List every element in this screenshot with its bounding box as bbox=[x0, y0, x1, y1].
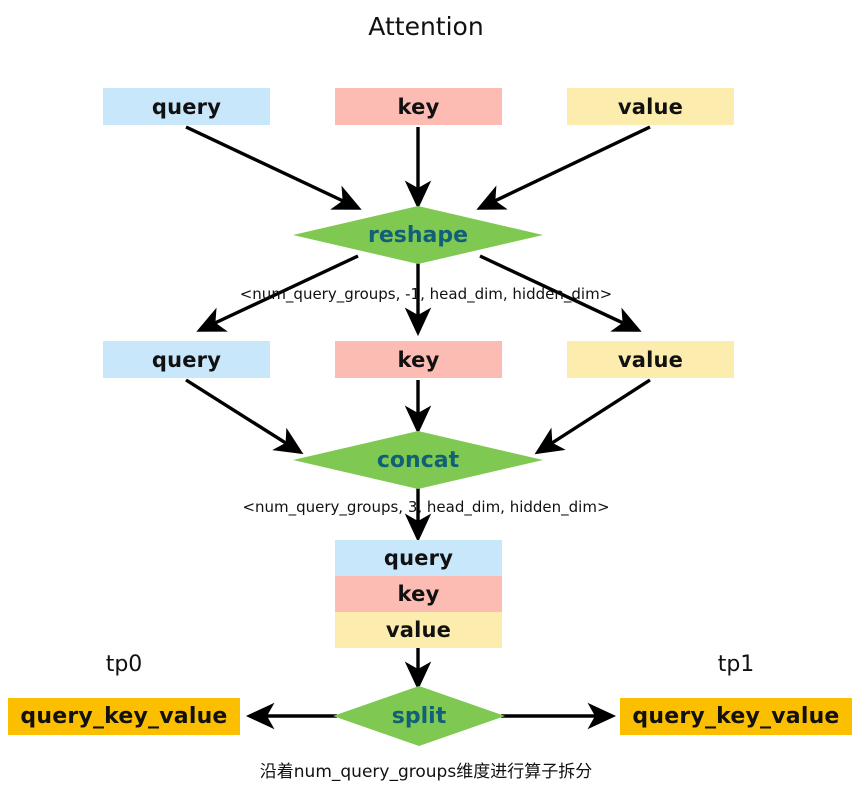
label-tp1: tp1 bbox=[717, 652, 755, 677]
node-op-reshape[interactable]: reshape bbox=[293, 206, 543, 264]
arrow-value2-to-concat bbox=[534, 378, 651, 455]
node-op-split[interactable]: split bbox=[333, 686, 505, 746]
node-value-row1[interactable]: value bbox=[567, 88, 734, 125]
node-key-row1[interactable]: key bbox=[335, 88, 502, 125]
node-key-row2[interactable]: key bbox=[335, 341, 502, 378]
edge-label-reshape-output: <num_query_groups, -1, head_dim, hidden_… bbox=[239, 285, 613, 303]
arrow-value-to-reshape bbox=[476, 125, 651, 210]
node-op-concat[interactable]: concat bbox=[293, 431, 543, 489]
diagram-caption: 沿着num_query_groups维度进行算子拆分 bbox=[259, 762, 593, 782]
node-stack-query[interactable]: query bbox=[335, 540, 502, 576]
page-title: Attention bbox=[368, 12, 484, 41]
label-tp0: tp0 bbox=[105, 652, 143, 677]
arrow-query2-to-concat bbox=[185, 378, 304, 455]
node-query-key-value-tp0[interactable]: query_key_value bbox=[8, 698, 240, 735]
node-stack-value[interactable]: value bbox=[335, 612, 502, 648]
node-query-key-value-tp1[interactable]: query_key_value bbox=[620, 698, 852, 735]
node-query-row2[interactable]: query bbox=[103, 341, 270, 378]
edge-label-concat-output: <num_query_groups, 3, head_dim, hidden_d… bbox=[242, 498, 610, 516]
node-stack-key[interactable]: key bbox=[335, 576, 502, 612]
node-query-row1[interactable]: query bbox=[103, 88, 270, 125]
arrow-query-to-reshape bbox=[185, 125, 362, 210]
node-value-row2[interactable]: value bbox=[567, 341, 734, 378]
